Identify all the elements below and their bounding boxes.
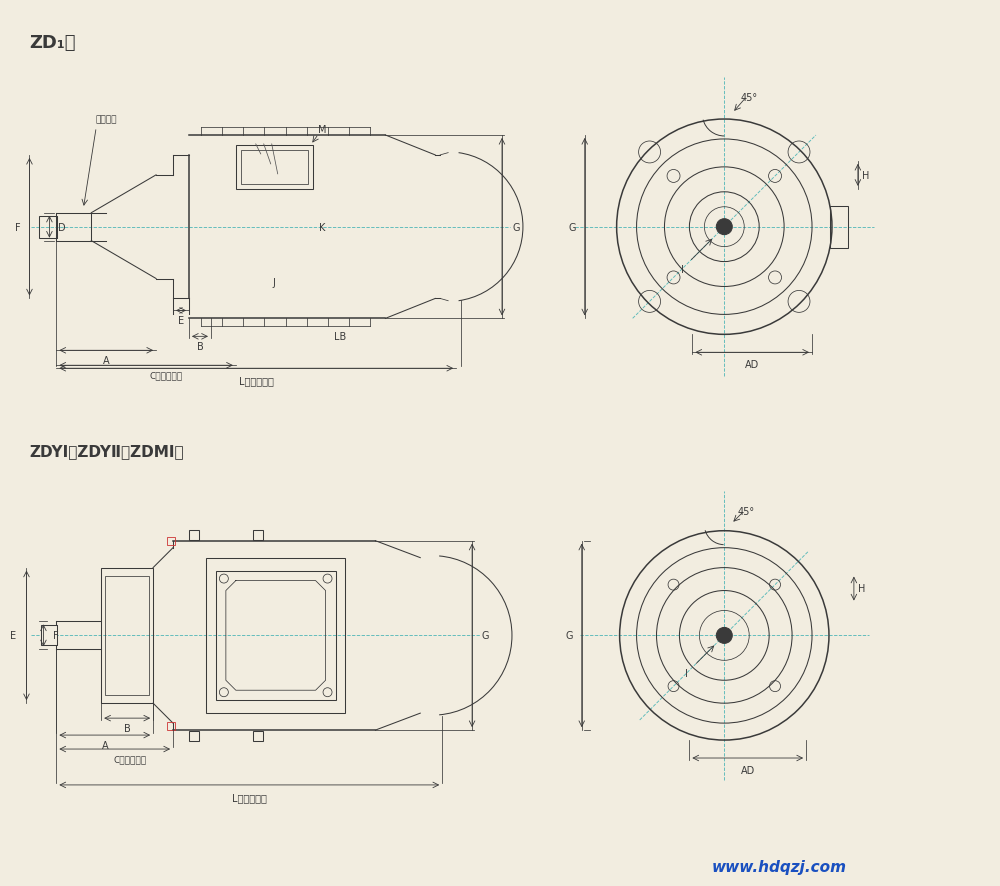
Text: L（工作时）: L（工作时） (239, 376, 274, 385)
Text: I: I (685, 669, 688, 679)
Bar (41, 626, 57, 646)
Text: B: B (197, 342, 203, 352)
Text: C（工作时）: C（工作时） (113, 755, 146, 764)
Bar (167, 722, 175, 730)
Text: E: E (178, 316, 184, 326)
Text: E: E (10, 631, 17, 641)
Bar (830, 206, 848, 248)
Text: B: B (124, 723, 131, 734)
Text: J: J (272, 277, 275, 287)
Text: www.hdqzj.com: www.hdqzj.com (712, 859, 847, 874)
Text: D: D (58, 222, 65, 232)
Text: A: A (101, 740, 108, 750)
Bar (253, 731, 263, 742)
Text: F: F (15, 222, 20, 232)
Bar (189, 530, 199, 540)
Bar (39, 216, 57, 238)
Bar (189, 731, 199, 742)
Text: K: K (319, 222, 326, 232)
Text: I: I (681, 264, 684, 275)
Bar (216, 571, 336, 701)
Text: L（工作时）: L（工作时） (232, 792, 267, 802)
Text: G: G (481, 631, 489, 641)
Text: G: G (568, 222, 576, 232)
Bar (105, 576, 149, 696)
Text: ZDYⅠ、ZDYⅡ、ZDMⅠ型: ZDYⅠ、ZDYⅡ、ZDMⅠ型 (29, 444, 184, 459)
Text: H: H (862, 171, 870, 181)
Circle shape (716, 627, 732, 643)
Text: 45°: 45° (741, 93, 758, 103)
Circle shape (716, 220, 732, 236)
Text: H: H (858, 583, 866, 593)
Bar (101, 568, 153, 703)
Text: LB: LB (334, 332, 347, 342)
Text: AD: AD (741, 766, 755, 775)
Text: G: G (512, 222, 520, 232)
Text: G: G (565, 631, 573, 641)
Text: AD: AD (745, 360, 759, 369)
Text: M: M (318, 125, 327, 135)
Bar (206, 558, 345, 713)
Bar (236, 146, 313, 190)
Text: ZD₁型: ZD₁型 (29, 35, 76, 52)
Bar (253, 530, 263, 540)
Text: 45°: 45° (738, 506, 755, 517)
Text: C（工作时）: C（工作时） (149, 371, 183, 380)
Text: A: A (103, 356, 110, 366)
Bar (167, 537, 175, 545)
Bar (241, 151, 308, 184)
Text: 轴伸花键: 轴伸花键 (95, 115, 117, 124)
Text: F: F (53, 631, 58, 641)
